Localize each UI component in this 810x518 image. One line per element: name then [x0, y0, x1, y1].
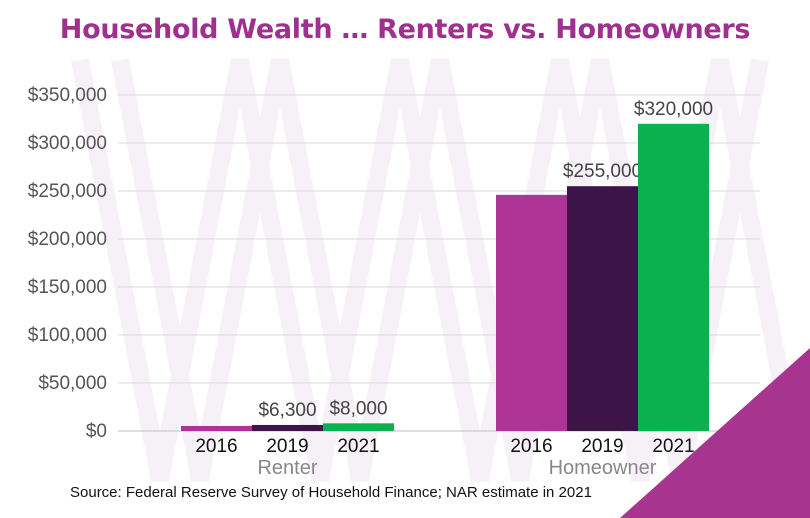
y-tick-label: $50,000 [38, 373, 107, 394]
source-note: Source: Federal Reserve Survey of Househ… [70, 484, 592, 501]
y-tick-label: $150,000 [28, 277, 107, 298]
y-tick-label: $100,000 [28, 325, 107, 346]
data-label: $6,300 [258, 400, 316, 421]
y-tick-label: $300,000 [28, 133, 107, 154]
x-tick-label: 2021 [652, 436, 694, 457]
bar [181, 426, 252, 431]
y-tick-label: $200,000 [28, 229, 107, 250]
data-label: $255,000 [563, 161, 642, 182]
bar [567, 186, 638, 431]
data-label: $8,000 [329, 398, 387, 419]
x-tick-label: 2016 [195, 436, 237, 457]
y-tick-label: $0 [86, 421, 107, 442]
y-tick-label: $250,000 [28, 181, 107, 202]
data-label: $320,000 [634, 99, 713, 120]
corner-triangle [620, 348, 810, 518]
corner-triangle-decoration [620, 348, 810, 518]
y-tick-label: $350,000 [28, 85, 107, 106]
bar [252, 424, 323, 431]
x-tick-label: 2021 [337, 436, 379, 457]
category-label: Renter [257, 457, 317, 479]
category-label: Homeowner [549, 457, 657, 479]
x-tick-label: 2019 [266, 436, 308, 457]
x-tick-label: 2016 [510, 436, 552, 457]
chart-title: Household Wealth … Renters vs. Homeowner… [59, 14, 751, 45]
bar [638, 123, 709, 432]
x-tick-label: 2019 [581, 436, 623, 457]
bar [496, 194, 567, 431]
bar [323, 423, 394, 431]
